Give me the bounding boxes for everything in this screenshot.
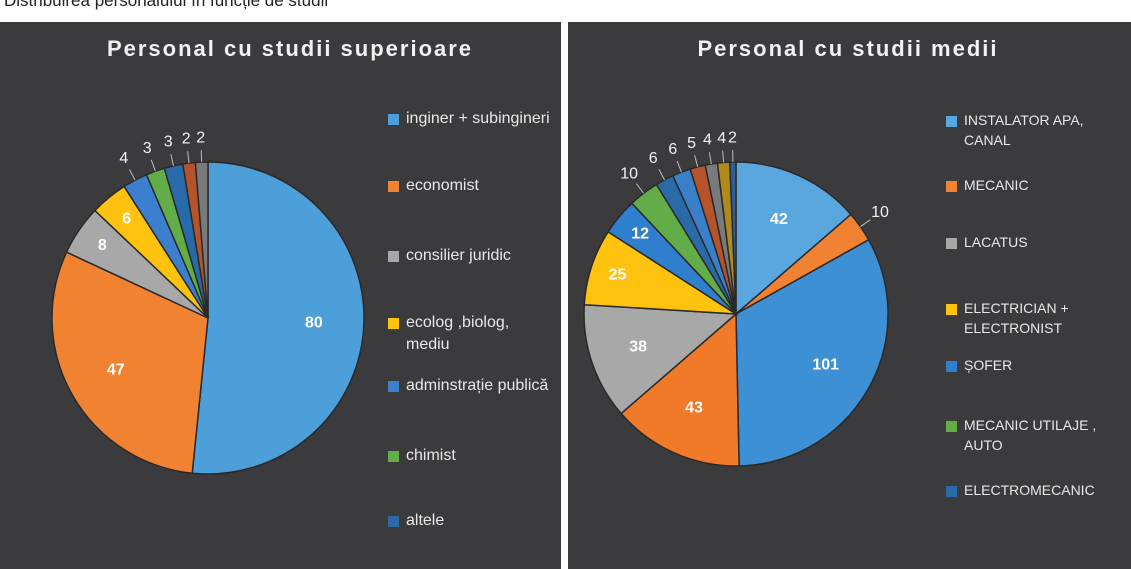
legend-entry: ELECTROMECANIC bbox=[946, 480, 1131, 500]
data-label: 12 bbox=[631, 226, 649, 243]
data-label: 42 bbox=[770, 211, 788, 228]
legend-label: ELECTRICIAN + ELECTRONIST bbox=[964, 300, 1069, 336]
legend-swatch bbox=[946, 238, 957, 249]
pie-slice bbox=[191, 161, 365, 475]
pie-slice bbox=[735, 238, 889, 467]
leader-line bbox=[170, 154, 174, 166]
chart-title: Personal cu studii superioare bbox=[107, 36, 473, 61]
legend-label: INSTALATOR APA, CANAL bbox=[964, 112, 1084, 148]
data-label: 4 bbox=[119, 150, 128, 167]
leader-line bbox=[658, 169, 665, 181]
legend-entry: INSTALATOR APA, CANAL bbox=[946, 110, 1131, 150]
data-label: 6 bbox=[122, 210, 131, 227]
legend-entry: MECANIC bbox=[946, 175, 1131, 195]
legend-label: consilier juridic bbox=[406, 247, 511, 264]
data-label: 25 bbox=[609, 266, 627, 283]
data-label: 3 bbox=[143, 140, 152, 157]
pie-slice bbox=[51, 251, 209, 475]
legend-entry: economist bbox=[388, 175, 556, 197]
legend-swatch bbox=[946, 361, 957, 372]
legend-label: MECANIC UTILAJE , AUTO bbox=[964, 417, 1097, 453]
data-label: 6 bbox=[668, 141, 677, 158]
legend-label: ecolog ,biolog, mediu bbox=[406, 314, 510, 353]
legend-entry: ELECTRICIAN + ELECTRONIST bbox=[946, 298, 1131, 338]
data-label: 2 bbox=[182, 131, 191, 148]
data-label: 5 bbox=[687, 135, 696, 152]
legend-swatch bbox=[388, 181, 399, 192]
legend-entry: ȘOFER bbox=[946, 355, 1131, 375]
data-label: 43 bbox=[685, 400, 703, 417]
legend-swatch bbox=[946, 181, 957, 192]
legend-entry: altele bbox=[388, 510, 556, 532]
legend-entry: chimist bbox=[388, 445, 556, 467]
page-title: Distribuirea personalului în funcție de … bbox=[4, 0, 329, 10]
legend-label: chimist bbox=[406, 447, 456, 464]
leader-line bbox=[694, 155, 699, 168]
legend-entry: LACATUS bbox=[946, 232, 1131, 252]
legend-entry: inginer + subingineri bbox=[388, 108, 556, 130]
legend-swatch bbox=[388, 451, 399, 462]
legend-label: MECANIC bbox=[964, 177, 1029, 193]
legend-swatch bbox=[388, 318, 399, 329]
pie-slice bbox=[735, 161, 852, 316]
legend-entry: adminstrație publică bbox=[388, 375, 556, 397]
legend-label: economist bbox=[406, 177, 479, 194]
legend-label: ȘOFER bbox=[964, 357, 1013, 373]
leader-line bbox=[187, 151, 190, 164]
legend-label: inginer + subingineri bbox=[406, 110, 550, 127]
data-label: 6 bbox=[649, 150, 658, 167]
leader-line bbox=[722, 150, 725, 163]
legend-swatch bbox=[388, 114, 399, 125]
leader-line bbox=[860, 219, 871, 228]
legend-label: altele bbox=[406, 512, 445, 529]
leader-line bbox=[676, 160, 682, 173]
legend-label: ELECTROMECANIC bbox=[964, 482, 1095, 498]
leader-line bbox=[635, 183, 645, 194]
legend-swatch bbox=[946, 304, 957, 315]
legend-swatch bbox=[388, 516, 399, 527]
data-label: 2 bbox=[728, 129, 737, 146]
data-label: 2 bbox=[196, 129, 205, 146]
legend-label: LACATUS bbox=[964, 234, 1028, 250]
chart-title: Personal cu studii medii bbox=[697, 36, 998, 61]
legend-entry: consilier juridic bbox=[388, 245, 556, 267]
data-label: 4 bbox=[717, 130, 726, 147]
legend-entry: ecolog ,biolog, mediu bbox=[388, 312, 556, 356]
legend-swatch bbox=[388, 381, 399, 392]
legend-swatch bbox=[946, 116, 957, 127]
legend-entry: MECANIC UTILAJE , AUTO bbox=[946, 415, 1131, 455]
leader-line bbox=[708, 152, 712, 165]
data-label: 101 bbox=[812, 357, 839, 374]
data-label: 38 bbox=[629, 338, 647, 355]
pie-slice bbox=[620, 312, 740, 467]
leader-line bbox=[150, 159, 156, 172]
legend-label: adminstrație publică bbox=[406, 377, 549, 394]
pie-slice bbox=[583, 303, 738, 415]
data-label: 3 bbox=[164, 134, 173, 151]
data-label: 4 bbox=[703, 132, 712, 149]
data-label: 8 bbox=[98, 237, 107, 254]
legend-swatch bbox=[388, 251, 399, 262]
data-label: 10 bbox=[871, 204, 889, 221]
legend-swatch bbox=[946, 486, 957, 497]
data-label: 10 bbox=[620, 165, 638, 182]
data-label: 80 bbox=[305, 315, 323, 332]
data-label: 47 bbox=[107, 362, 125, 379]
leader-line bbox=[129, 169, 136, 181]
legend-swatch bbox=[946, 421, 957, 432]
